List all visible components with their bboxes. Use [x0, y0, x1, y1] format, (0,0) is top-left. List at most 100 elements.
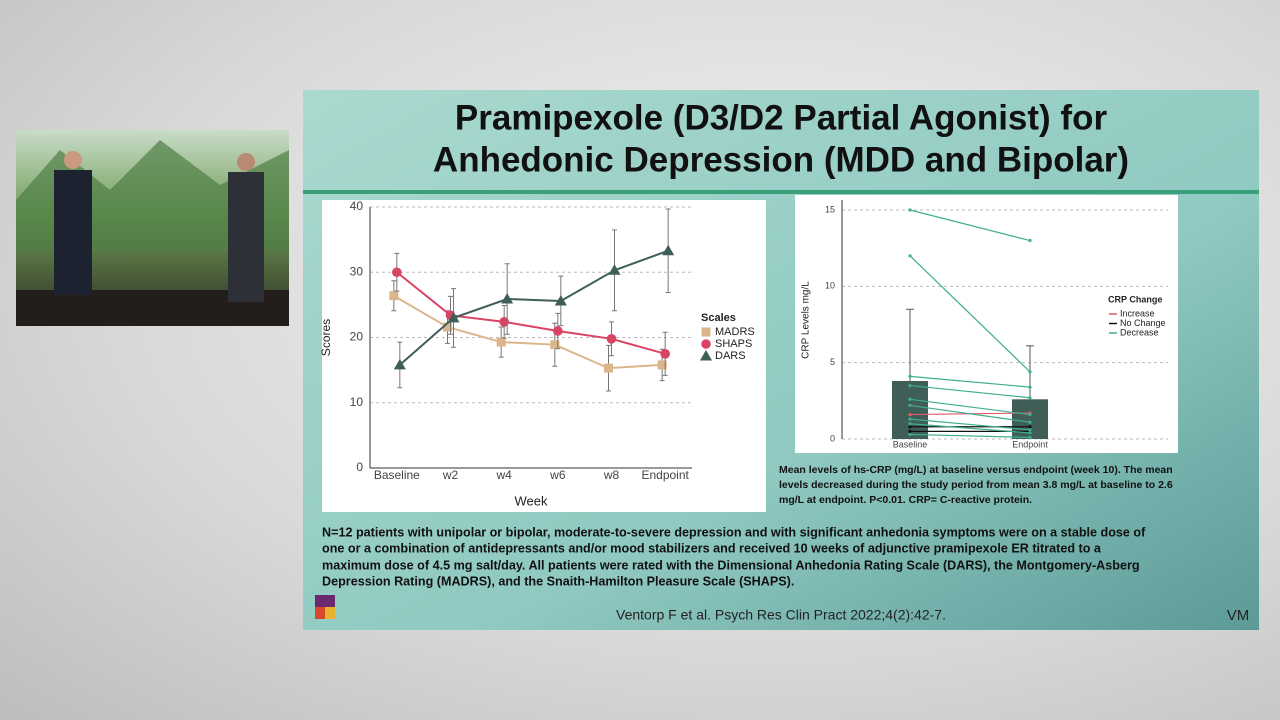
legend-title: CRP Change: [1108, 294, 1162, 304]
legend-label: DARS: [715, 350, 746, 362]
legend-label: Decrease: [1120, 327, 1159, 337]
legend-title: Scales: [701, 312, 736, 324]
y-tick-label: 20: [350, 330, 364, 344]
series-line: [396, 271, 666, 355]
body-line: maximum dose of 4.5 mg salt/day. All pat…: [322, 558, 1140, 572]
marker: [701, 327, 711, 337]
patient-line: [909, 209, 1031, 242]
marker: [554, 294, 567, 306]
x-tick-label: Baseline: [893, 439, 928, 449]
patient-line: [909, 433, 1031, 439]
marker: [701, 339, 711, 349]
title-line: Anhedonic Depression (MDD and Bipolar): [433, 140, 1129, 179]
marker: [392, 267, 402, 278]
y-tick-label: 10: [350, 395, 364, 409]
logo: [315, 595, 335, 619]
patient-line: [909, 384, 1031, 399]
marker: [443, 322, 452, 332]
x-tick-label: w6: [549, 468, 566, 482]
y-tick-label: 30: [350, 264, 364, 278]
y-tick-label: 5: [830, 357, 835, 367]
legend-label: Increase: [1120, 308, 1155, 318]
y-axis-label: CRP Levels mg/L: [801, 281, 812, 359]
marker: [657, 360, 667, 370]
patient-point: [1028, 420, 1032, 424]
series-line: [393, 294, 663, 370]
body-line: one or a combination of antidepressants …: [322, 541, 1102, 555]
patient-point: [908, 425, 912, 429]
video-thumbnail: [16, 130, 289, 326]
patient-line: [909, 418, 1031, 431]
patient-line: [909, 375, 1031, 388]
patient-line: [909, 404, 1031, 423]
marker: [499, 317, 509, 327]
patient-point: [1028, 385, 1032, 389]
marker: [550, 340, 560, 350]
legend-label: MADRS: [715, 326, 755, 338]
x-tick-label: w2: [442, 468, 459, 482]
caption-line: mg/L at endpoint. P<0.01. CRP= C-reactiv…: [779, 494, 1032, 506]
patient-point: [908, 412, 912, 417]
x-tick-label: w8: [603, 468, 620, 482]
marker: [604, 363, 613, 373]
bar: [892, 380, 928, 439]
y-tick-label: 10: [825, 281, 835, 291]
marker: [608, 264, 621, 275]
y-tick-label: 0: [830, 433, 835, 443]
legend-label: SHAPS: [715, 338, 752, 350]
x-tick-label: Endpoint: [1012, 439, 1048, 449]
marker: [496, 337, 506, 347]
caption-line: Mean levels of hs-CRP (mg/L) at baseline…: [779, 464, 1173, 476]
legend-label: No Change: [1120, 318, 1166, 328]
patient-point: [1028, 396, 1032, 400]
x-tick-label: Baseline: [374, 468, 420, 482]
marker: [501, 293, 514, 304]
patient-point: [1028, 238, 1032, 243]
patient-point: [908, 432, 912, 437]
marker: [660, 349, 670, 359]
body-line: Depression Rating (MADRS), and the Snait…: [322, 574, 794, 588]
patient-point: [908, 208, 912, 212]
patient-point: [908, 422, 912, 426]
y-axis-label: Scores: [319, 319, 333, 356]
patient-line: [909, 255, 1031, 373]
caption-line: levels decreased during the study period…: [779, 479, 1173, 491]
y-tick-label: 15: [825, 204, 835, 214]
marker: [700, 350, 712, 361]
y-tick-label: 0: [356, 460, 363, 474]
patient-point: [1028, 412, 1032, 417]
x-axis-label: Week: [515, 493, 548, 508]
title-line: Pramipexole (D3/D2 Partial Agonist) for: [455, 98, 1108, 137]
patient-point: [1028, 435, 1032, 440]
x-tick-label: Endpoint: [641, 468, 689, 482]
citation: Ventorp F et al. Psych Res Clin Pract 20…: [616, 607, 946, 623]
patient-point: [908, 403, 912, 408]
patient-line: [909, 423, 1031, 434]
patient-point: [908, 254, 912, 258]
body-line: N=12 patients with unipolar or bipolar, …: [322, 525, 1146, 539]
y-tick-label: 40: [350, 199, 364, 213]
marker: [447, 311, 460, 323]
patient-point: [1028, 428, 1032, 432]
footer-mark: VM: [1227, 607, 1250, 624]
patient-point: [908, 383, 912, 388]
patient-point: [908, 417, 912, 421]
marker: [389, 291, 399, 301]
marker: [606, 334, 617, 344]
error-bar: [906, 308, 914, 381]
slide: Pramipexole (D3/D2 Partial Agonist) for …: [303, 90, 1259, 630]
x-tick-label: w4: [495, 468, 512, 482]
series-line: [399, 249, 669, 366]
patient-point: [1028, 431, 1032, 435]
patient-point: [908, 397, 912, 401]
patient-point: [908, 429, 912, 433]
patient-point: [908, 374, 912, 379]
marker: [393, 358, 406, 370]
marker: [662, 244, 675, 256]
patient-line: [909, 398, 1031, 416]
marker: [553, 326, 563, 336]
patient-point: [1028, 370, 1032, 374]
patient-point: [1028, 425, 1032, 429]
